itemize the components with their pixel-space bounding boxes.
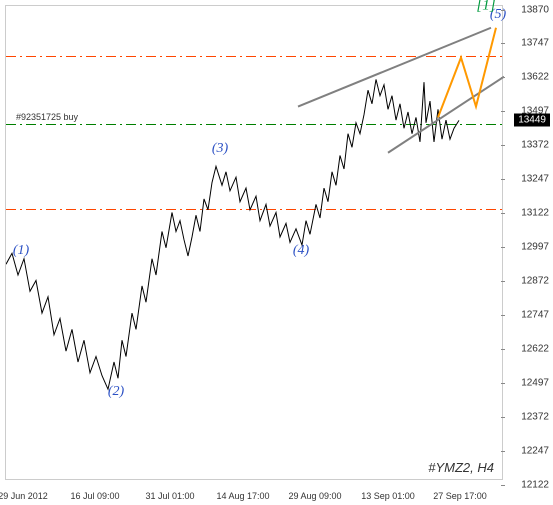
y-tick-mark [501,145,505,146]
x-tick-label: 16 Jul 09:00 [70,491,119,501]
trend-line [388,77,504,153]
y-tick-label: 12872 [521,276,549,287]
y-tick-label: 12747 [521,310,549,321]
y-tick-label: 12997 [521,242,549,253]
wave-label: (2) [108,384,124,400]
wave-label: [1] [476,0,495,15]
y-tick-label: 12622 [521,344,549,355]
y-tick-label: 12122 [521,480,549,491]
y-tick-mark [501,10,505,11]
symbol-label: #YMZ2, H4 [428,460,494,475]
y-tick-mark [501,77,505,78]
y-tick-mark [501,349,505,350]
y-tick-label: 13497 [521,106,549,117]
y-tick-mark [501,383,505,384]
y-tick-mark [501,111,505,112]
y-tick-label: 12247 [521,446,549,457]
y-tick-mark [501,281,505,282]
x-axis: 29 Jun 201216 Jul 09:0031 Jul 01:0014 Au… [5,485,503,505]
chart-container: 13449#92351725 buy(1)(2)(3)(4)(5)[1]#YMZ… [0,0,553,505]
y-tick-label: 13870 [521,5,549,16]
x-tick-label: 29 Jun 2012 [0,491,48,501]
y-tick-label: 13247 [521,174,549,185]
y-tick-mark [501,213,505,214]
x-tick-label: 13 Sep 01:00 [361,491,415,501]
y-tick-mark [501,179,505,180]
y-tick-label: 12372 [521,412,549,423]
trend-line [298,28,491,107]
y-tick-label: 13122 [521,208,549,219]
y-tick-mark [501,451,505,452]
x-tick-label: 27 Sep 17:00 [433,491,487,501]
x-tick-label: 14 Aug 17:00 [216,491,269,501]
y-axis: 1212212247123721249712622127471287212997… [505,5,553,480]
y-tick-label: 13372 [521,140,549,151]
price-series [6,6,504,481]
wave-label: (4) [293,243,309,259]
y-tick-label: 13747 [521,38,549,49]
wave-label: (1) [13,243,29,259]
y-tick-mark [501,315,505,316]
projection-line [438,28,496,118]
x-tick-label: 29 Aug 09:00 [288,491,341,501]
wave-label: (3) [212,141,228,157]
x-tick-label: 31 Jul 01:00 [145,491,194,501]
y-tick-mark [501,417,505,418]
y-tick-label: 13622 [521,72,549,83]
y-tick-mark [501,247,505,248]
y-tick-label: 12497 [521,378,549,389]
plot-area[interactable]: 13449#92351725 buy(1)(2)(3)(4)(5)[1]#YMZ… [5,5,503,480]
y-tick-mark [501,43,505,44]
